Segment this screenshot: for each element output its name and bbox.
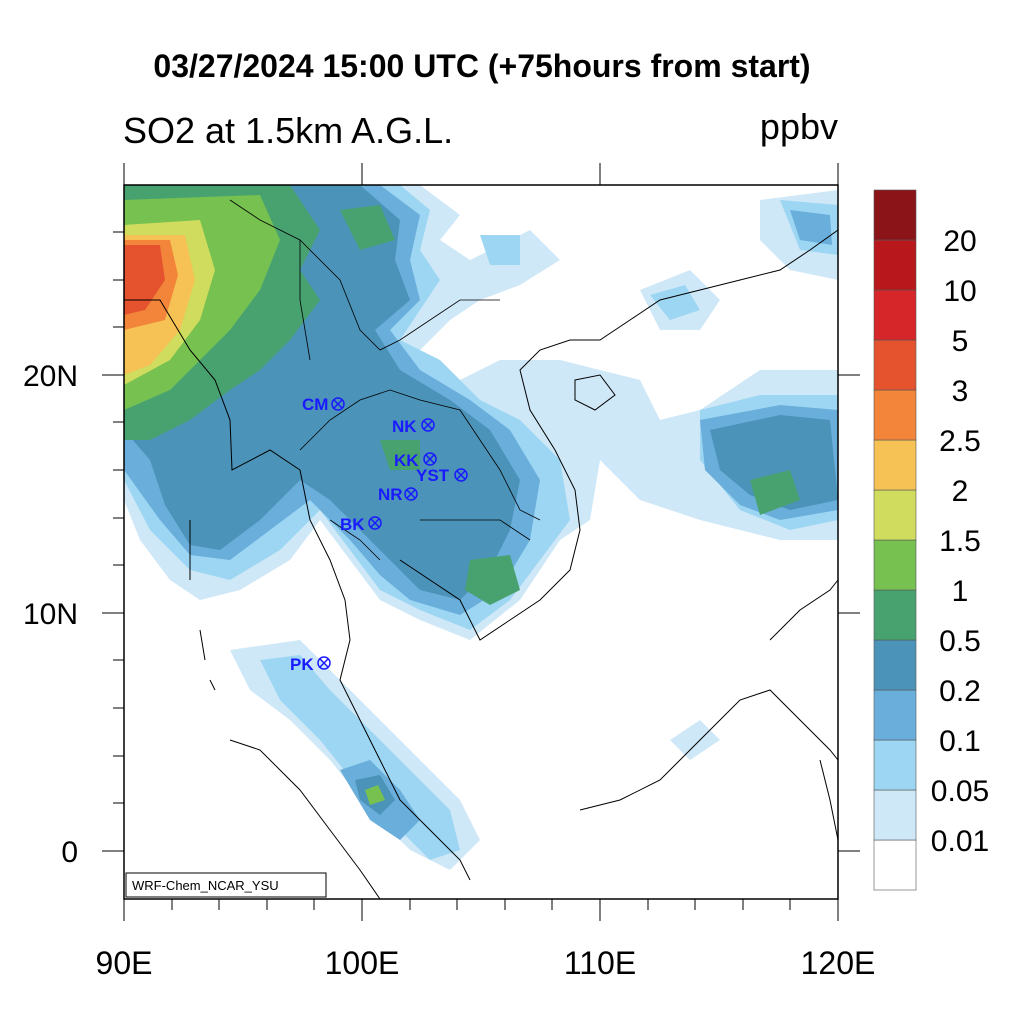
- colorbar-level-label: 20: [943, 225, 976, 258]
- station-label: YST: [416, 466, 450, 485]
- colorbar-level-label: 5: [952, 325, 969, 358]
- lat-label-equator: 0: [61, 836, 78, 869]
- model-credit-box: WRF-Chem_NCAR_YSU: [125, 872, 327, 898]
- station-marker-icon: [331, 397, 345, 411]
- station-label: KK: [394, 451, 419, 470]
- colorbar-level-label: 3: [952, 375, 969, 408]
- station-marker-icon: [421, 418, 435, 432]
- colorbar-level-label: 0.01: [931, 825, 989, 858]
- colorbar-level-label: 0.5: [939, 625, 981, 658]
- colorbar-swatch: [873, 789, 917, 841]
- station-cm: CM: [302, 395, 345, 414]
- variable-subtitle: SO2 at 1.5km A.G.L.: [123, 110, 454, 151]
- station-label: PK: [290, 655, 314, 674]
- lon-label-90e: 90E: [96, 945, 153, 981]
- station-marker-icon: [404, 487, 418, 501]
- so2-field: [124, 185, 838, 899]
- colorbar-swatch: [873, 539, 917, 591]
- colorbar-swatch: [873, 389, 917, 441]
- units-label: ppbv: [759, 106, 838, 147]
- colorbar-swatch: [873, 239, 917, 291]
- lon-label-100e: 100E: [325, 945, 400, 981]
- station-kk: KK: [394, 451, 437, 470]
- lon-label-110e: 110E: [564, 945, 636, 981]
- station-label: CM: [302, 395, 328, 414]
- model-credit-label: WRF-Chem_NCAR_YSU: [132, 878, 279, 893]
- colorbar-swatch: [873, 689, 917, 741]
- colorbar-level-label: 0.1: [939, 725, 981, 758]
- colorbar-swatch: [873, 739, 917, 791]
- station-label: NK: [392, 417, 417, 436]
- axis-ticks: [102, 163, 860, 921]
- map-panel: 20N 10N 0 90E 100E 110E 120E CM NK KK YS…: [23, 163, 875, 981]
- country-borders: [229, 199, 541, 561]
- colorbar-level-label: 2: [952, 475, 969, 508]
- colorbar-level-label: 2.5: [939, 425, 981, 458]
- station-nr: NR: [378, 485, 418, 504]
- station-marker-icon: [317, 656, 331, 670]
- station-label: NR: [378, 485, 403, 504]
- colorbar-swatch: [873, 489, 917, 541]
- station-markers: CM NK KK YST NR BK: [290, 395, 468, 674]
- station-marker-icon: [368, 516, 382, 530]
- colorbar-swatch: [873, 639, 917, 691]
- station-yst: YST: [416, 466, 468, 485]
- colorbar-level-label: 0.2: [939, 675, 981, 708]
- lat-label-20n: 20N: [23, 360, 78, 393]
- station-marker-icon: [423, 452, 437, 466]
- colorbar-level-label: 1: [952, 575, 969, 608]
- lon-label-120e: 120E: [801, 945, 876, 981]
- colorbar-swatch: [873, 189, 917, 241]
- station-marker-icon: [454, 468, 468, 482]
- station-label: BK: [340, 515, 365, 534]
- station-bk: BK: [340, 515, 382, 534]
- colorbar: 0.01 0.05 0.1 0.2 0.5 1 1.5 2 2.5 3 5 10 20: [873, 189, 989, 891]
- colorbar-level-label: 1.5: [939, 525, 981, 558]
- colorbar-swatch: [873, 439, 917, 491]
- colorbar-swatch: [873, 339, 917, 391]
- coastlines: [124, 229, 838, 899]
- map-frame: [123, 184, 839, 900]
- station-pk: PK: [290, 655, 331, 674]
- colorbar-level-label: 0.05: [931, 775, 989, 808]
- map-title: 03/27/2024 15:00 UTC (+75hours from star…: [153, 48, 811, 84]
- contour-3: [124, 245, 165, 315]
- colorbar-swatch: [873, 289, 917, 341]
- station-nk: NK: [392, 417, 435, 436]
- lat-label-10n: 10N: [23, 598, 78, 631]
- colorbar-swatch: [873, 589, 917, 641]
- colorbar-level-label: 10: [943, 275, 976, 308]
- colorbar-swatch: [873, 839, 917, 891]
